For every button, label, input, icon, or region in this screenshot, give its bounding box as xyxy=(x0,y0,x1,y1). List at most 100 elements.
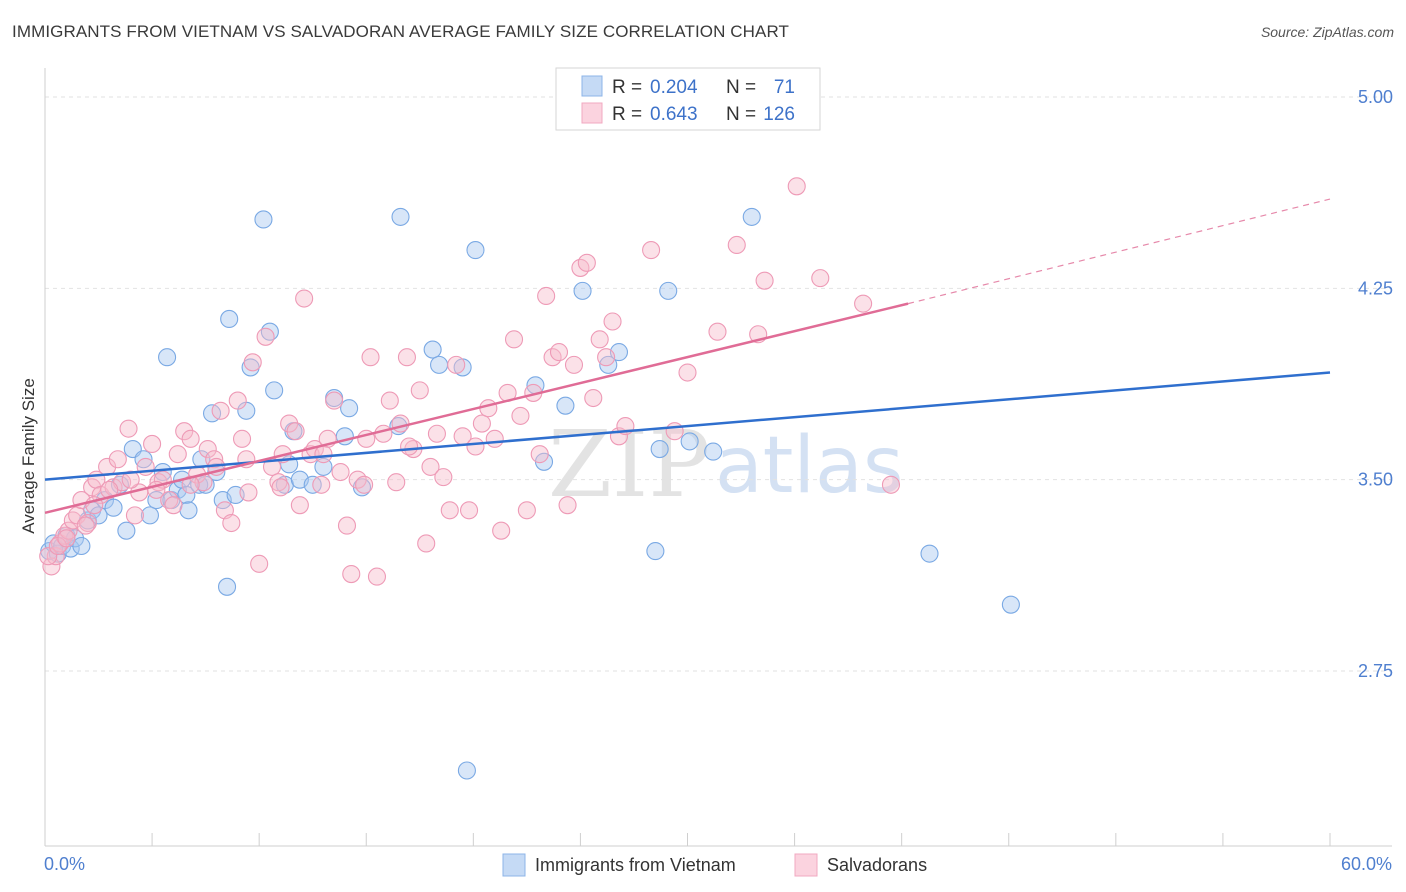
point-vietnam xyxy=(89,506,108,525)
point-vietnam xyxy=(265,381,284,400)
point-salvadoran xyxy=(485,429,504,448)
point-salvadoran xyxy=(577,253,596,272)
point-vietnam xyxy=(704,442,723,461)
point-salvadoran xyxy=(243,353,262,372)
point-vietnam xyxy=(117,521,136,540)
x-tick-label-min: 0.0% xyxy=(44,854,85,874)
point-vietnam xyxy=(423,340,442,359)
point-vietnam xyxy=(72,536,91,556)
point-salvadoran xyxy=(42,557,61,576)
point-vietnam xyxy=(340,399,359,418)
point-salvadoran xyxy=(410,381,429,400)
chart-title: IMMIGRANTS FROM VIETNAM VS SALVADORAN AV… xyxy=(12,22,790,41)
y-axis-label: Average Family Size xyxy=(19,378,38,534)
point-vietnam xyxy=(1001,595,1020,614)
point-salvadoran xyxy=(78,513,97,533)
point-vietnam xyxy=(457,761,476,780)
point-salvadoran xyxy=(504,330,524,349)
stats-legend-r-value: 0.204 xyxy=(650,77,698,98)
point-vietnam xyxy=(599,355,618,374)
series-legend-label-vietnam: Immigrants from Vietnam xyxy=(535,855,736,875)
series-legend-swatch-salvadoran xyxy=(794,853,818,877)
point-salvadoran xyxy=(417,534,436,553)
point-salvadoran xyxy=(331,462,350,482)
axis-layer xyxy=(44,68,1392,847)
point-vietnam xyxy=(466,241,485,260)
point-vietnam xyxy=(153,462,172,482)
y-tick-label: 2.75 xyxy=(1358,661,1393,681)
point-vietnam xyxy=(177,485,196,505)
stats-legend-r-value: 0.643 xyxy=(650,104,698,125)
point-salvadoran xyxy=(391,414,410,433)
point-salvadoran xyxy=(387,473,406,492)
point-salvadoran xyxy=(558,496,577,515)
point-salvadoran xyxy=(59,521,78,540)
stats-legend-swatch-vietnam xyxy=(581,75,603,97)
point-vietnam xyxy=(220,309,239,328)
point-salvadoran xyxy=(590,330,609,349)
point-salvadoran xyxy=(678,363,697,382)
point-vietnam xyxy=(254,210,273,229)
stats-legend-r-label: R = xyxy=(612,77,642,98)
point-vietnam xyxy=(104,498,123,517)
point-salvadoran xyxy=(222,513,241,533)
stats-legend-n-label: N = xyxy=(726,104,756,125)
point-vietnam xyxy=(646,542,665,561)
point-salvadoran xyxy=(181,429,200,448)
point-salvadoran xyxy=(597,348,616,367)
point-salvadoran xyxy=(337,516,357,535)
point-salvadoran xyxy=(492,521,511,540)
y-tick-label: 3.50 xyxy=(1358,470,1393,490)
point-salvadoran xyxy=(250,554,269,573)
point-salvadoran xyxy=(708,322,727,341)
point-salvadoran xyxy=(108,450,127,469)
series-legend-label-salvadoran: Salvadorans xyxy=(827,855,927,875)
point-vietnam xyxy=(147,491,166,510)
point-salvadoran xyxy=(280,414,299,433)
point-salvadoran xyxy=(397,348,416,367)
point-salvadoran xyxy=(530,445,549,464)
point-salvadoran xyxy=(374,424,393,443)
point-salvadoran xyxy=(312,475,331,494)
point-salvadoran xyxy=(787,177,806,196)
point-vietnam xyxy=(659,281,678,300)
point-salvadoran xyxy=(472,414,491,433)
point-salvadoran xyxy=(603,312,622,331)
point-salvadoran xyxy=(256,327,275,346)
x-tick-label-max: 60.0% xyxy=(1341,854,1392,874)
point-salvadoran xyxy=(205,450,224,469)
point-vietnam xyxy=(179,501,198,520)
point-salvadoran xyxy=(355,475,374,494)
point-salvadoran xyxy=(665,422,684,441)
point-salvadoran xyxy=(361,348,380,367)
x-ticks xyxy=(44,833,1331,846)
point-salvadoran xyxy=(57,529,76,548)
point-salvadoran xyxy=(421,457,440,476)
point-salvadoran xyxy=(286,422,305,441)
point-salvadoran xyxy=(175,422,194,441)
point-salvadoran xyxy=(239,483,258,502)
point-salvadoran xyxy=(367,567,387,586)
point-salvadoran xyxy=(466,437,485,456)
series-legend-swatch-vietnam xyxy=(502,853,526,877)
point-salvadoran xyxy=(125,506,144,525)
point-salvadoran xyxy=(537,286,556,306)
point-vietnam xyxy=(158,348,177,367)
point-salvadoran xyxy=(290,496,309,515)
point-vietnam xyxy=(140,506,159,525)
trendline-salvadoran xyxy=(44,302,909,515)
stats-legend-n-value: 71 xyxy=(774,77,795,98)
point-vietnam xyxy=(920,544,939,563)
point-salvadoran xyxy=(380,391,399,410)
point-vietnam xyxy=(391,207,410,226)
point-salvadoran xyxy=(440,501,459,520)
point-salvadoran xyxy=(342,565,361,584)
point-salvadoran xyxy=(168,445,187,464)
point-salvadoran xyxy=(549,343,569,362)
trend-layer xyxy=(44,198,1331,515)
stats-legend: R = 0.204 N = 71 R = 0.643 N = 126 xyxy=(555,67,821,131)
points-layer xyxy=(39,177,1020,780)
point-salvadoran xyxy=(211,401,230,420)
point-salvadoran xyxy=(854,294,873,313)
